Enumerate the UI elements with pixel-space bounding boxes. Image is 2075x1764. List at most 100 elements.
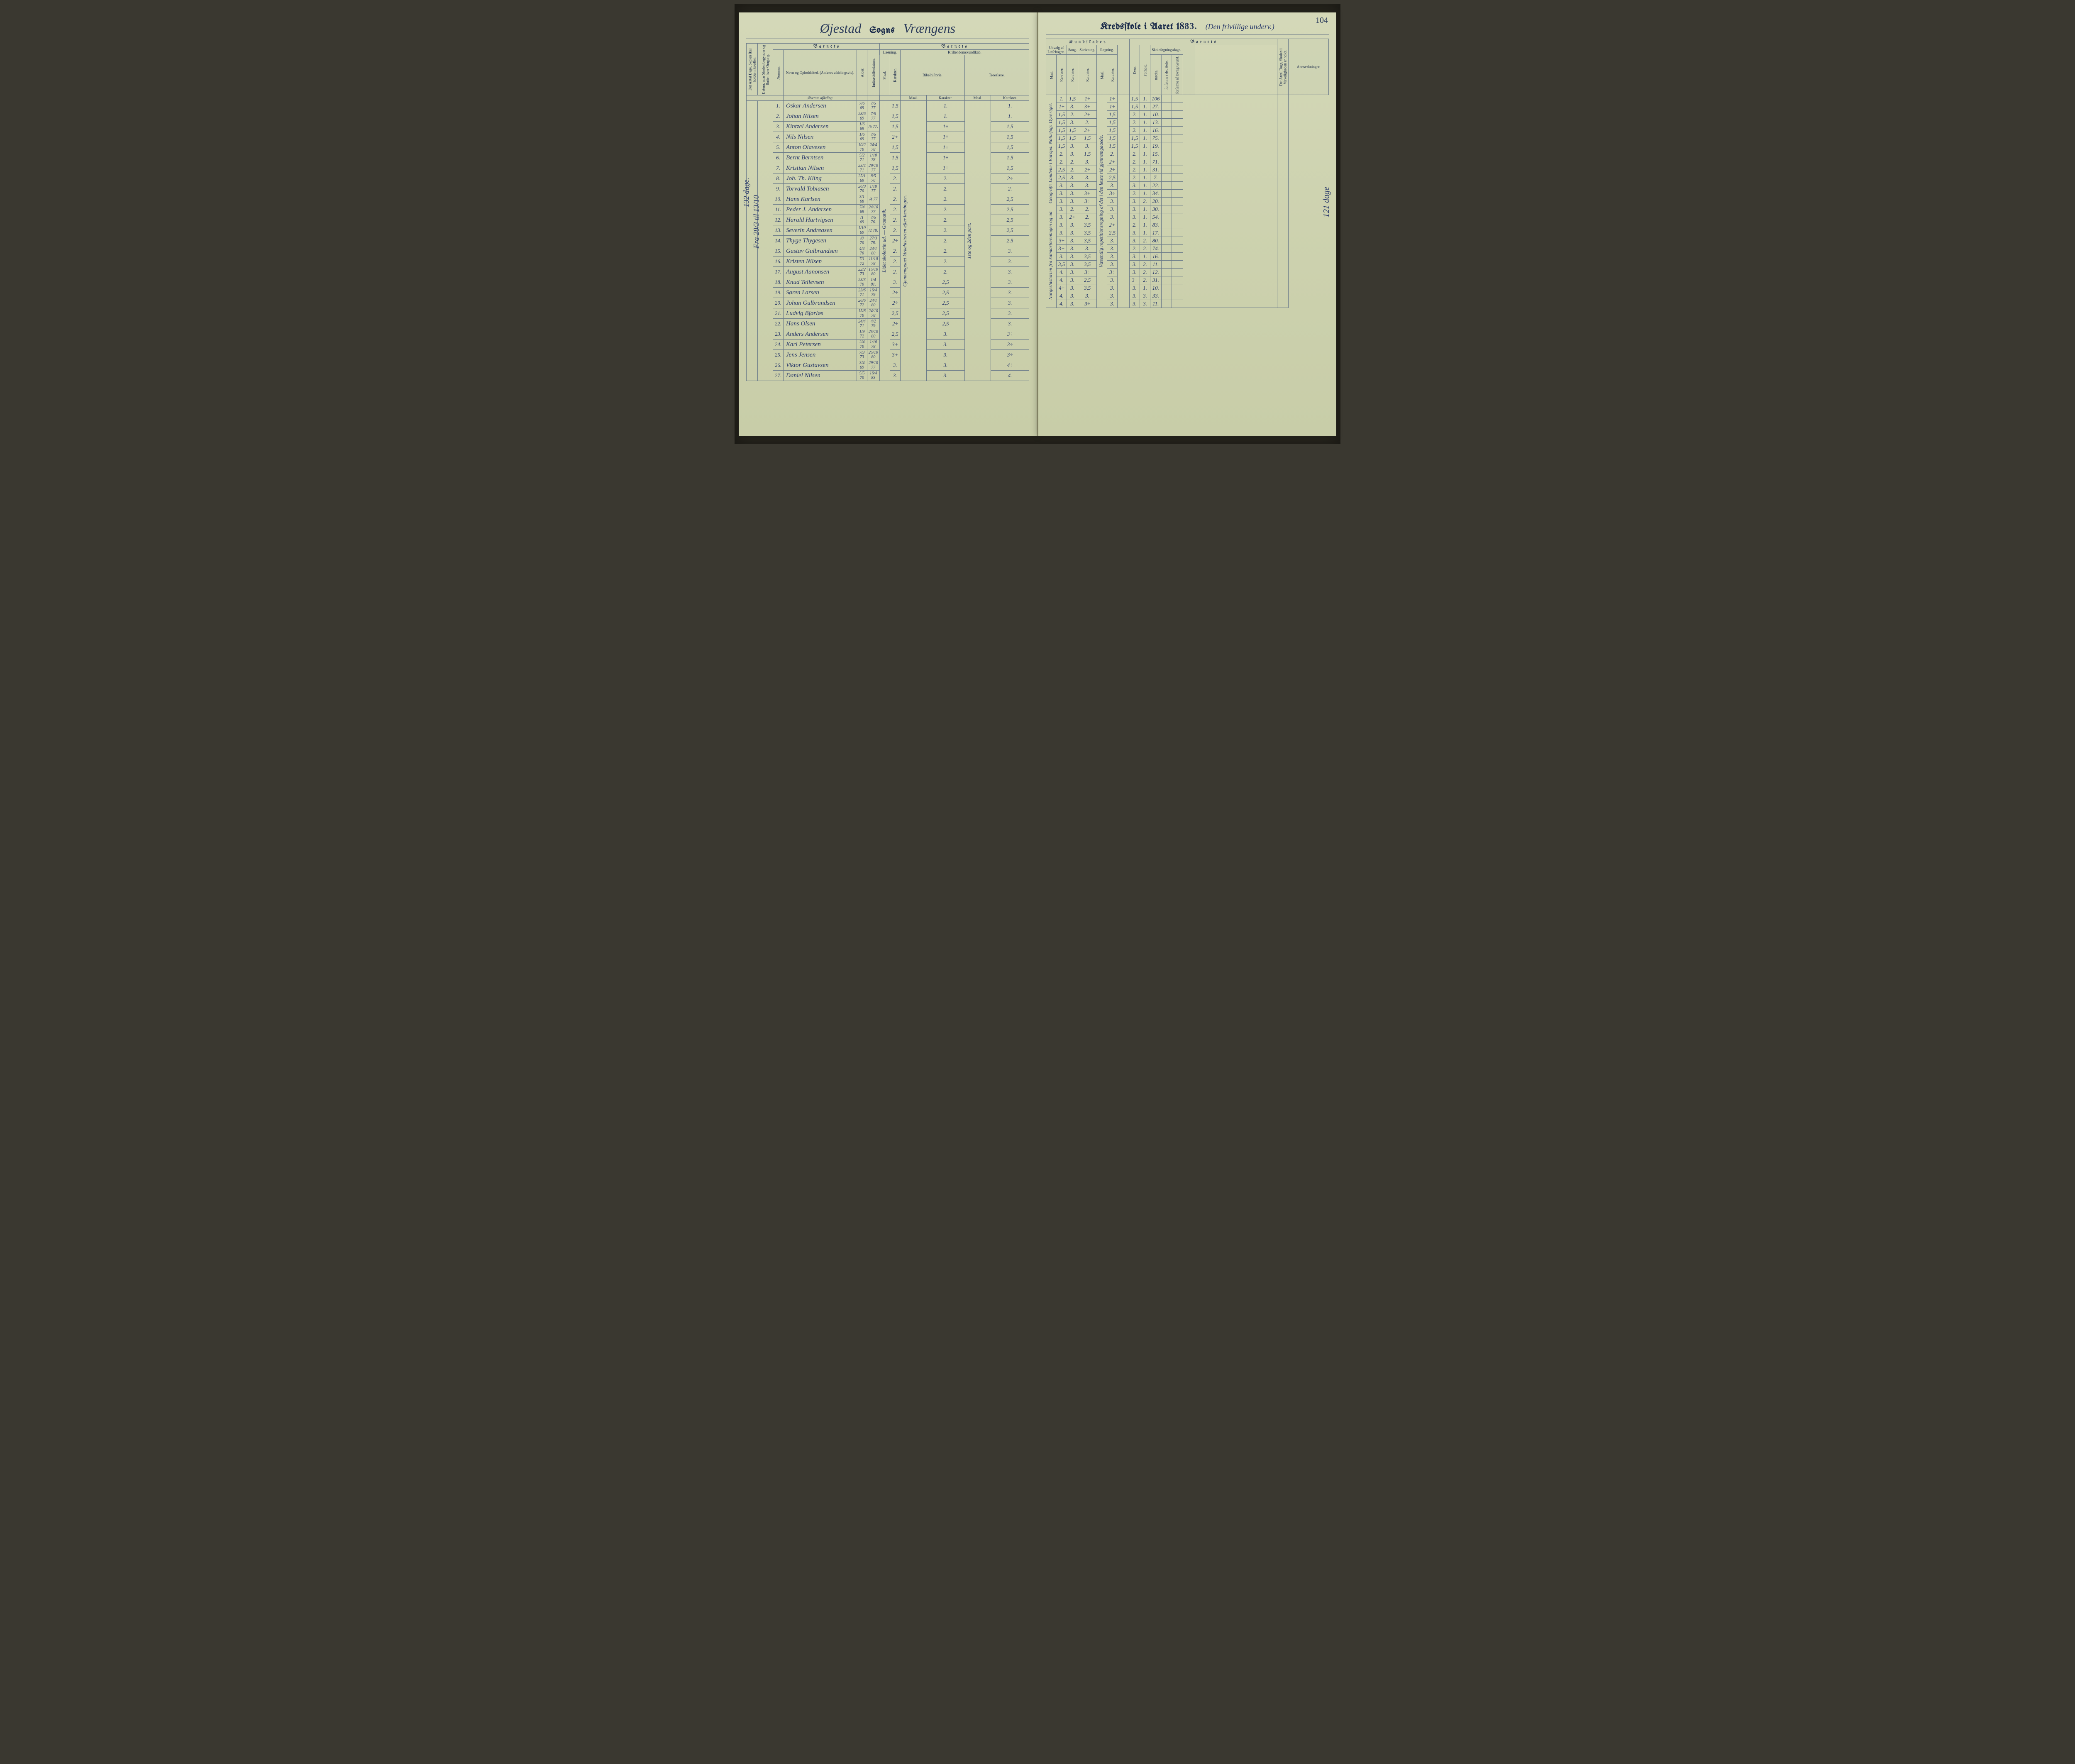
bibel-kar: 3. (927, 360, 965, 371)
sang-kar: 3. (1067, 284, 1078, 292)
forsomte2 (1172, 95, 1183, 103)
evne-val: 3. (1130, 213, 1140, 221)
modte-val: 17. (1150, 229, 1162, 237)
student-name: Hans Olsen (784, 319, 857, 329)
forsomte2 (1172, 245, 1183, 253)
sang-kar: 2. (1067, 111, 1078, 119)
forsomte2 (1172, 119, 1183, 127)
bibel-kar: 2,5 (927, 298, 965, 308)
troes-kar: 4. (991, 371, 1029, 381)
laesning-kar: 1,5 (890, 111, 900, 122)
row-number: 4. (773, 132, 784, 142)
troes-kar: 2,5 (991, 215, 1029, 225)
student-name: Oskar Andersen (784, 101, 857, 111)
skriv-kar: 2. (1078, 213, 1097, 221)
troes-note: 1ste og 2den part. (966, 223, 972, 259)
forsomte1 (1161, 284, 1172, 292)
student-name: Ludvig Bjørløs (784, 308, 857, 319)
age-date: 1/6 69 (857, 132, 867, 142)
header-note: (Den frivillige underv.) (1206, 22, 1274, 31)
skriv-kar: 2+ (1078, 111, 1097, 119)
forsomte1 (1161, 119, 1172, 127)
evne-val: 1,5 (1130, 95, 1140, 103)
troes-kar: 2,5 (991, 236, 1029, 246)
age-date: 23/6 71 (857, 288, 867, 298)
udvalg-kar: 3÷ (1057, 237, 1067, 245)
troes-kar: 3. (991, 319, 1029, 329)
forhold-val: 3. (1140, 300, 1150, 308)
laesning-kar: 2. (890, 225, 900, 236)
district-name: Vrængens (903, 21, 956, 36)
troes-kar: 1. (991, 101, 1029, 111)
troes-kar: 3. (991, 298, 1029, 308)
forsomte2 (1172, 103, 1183, 111)
regning-kar: 3. (1107, 284, 1118, 292)
age-date: 7/3 73 (857, 350, 867, 360)
row-number: 19. (773, 288, 784, 298)
modte-val: 74. (1150, 245, 1162, 253)
entry-date: 24/10 77 (867, 205, 880, 215)
laesning-kar: 2÷ (890, 236, 900, 246)
laesning-kar: 3+ (890, 340, 900, 350)
regning-kar: 3÷ (1107, 190, 1118, 198)
forsomte1 (1161, 127, 1172, 134)
troes-kar: 1,5 (991, 122, 1029, 132)
forsomte1 (1161, 229, 1172, 237)
sang-kar: 3. (1067, 221, 1078, 229)
forsomte1 (1161, 111, 1172, 119)
sang-kar: 3. (1067, 292, 1078, 300)
bibel-kar: 1. (927, 111, 965, 122)
skriv-kar: 3,5 (1078, 229, 1097, 237)
section-label: Øverste afdeling (784, 95, 857, 101)
evne-val: 2. (1130, 111, 1140, 119)
sang-kar: 3. (1067, 300, 1078, 308)
col-alder: Alder. (857, 50, 867, 95)
barnets-1: B a r n e t s (773, 44, 880, 50)
bibel-kar: 1÷ (927, 163, 965, 173)
forsomte2 (1172, 127, 1183, 134)
spacer (1118, 95, 1130, 308)
skriv-kar: 3+ (1078, 190, 1097, 198)
sang-kar: 2. (1067, 158, 1078, 166)
forsomte2 (1172, 253, 1183, 261)
udvalg-kar: 1÷ (1057, 103, 1067, 111)
modte-val: 80. (1150, 237, 1162, 245)
row-number: 10. (773, 194, 784, 205)
skriv-kar: 3,5 (1078, 261, 1097, 269)
sang-kar: 3. (1067, 103, 1078, 111)
udvalg-kar: 1,5 (1057, 127, 1067, 134)
laesning-kar: 2÷ (890, 288, 900, 298)
entry-date: 29/10 77 (867, 360, 880, 371)
forsomte2 (1172, 198, 1183, 205)
laesning-kar: 2+ (890, 132, 900, 142)
student-name: Johan Gulbrandsen (784, 298, 857, 308)
modte-val: 12. (1150, 269, 1162, 276)
troes-kar: 1. (991, 111, 1029, 122)
bibel-kar: 1÷ (927, 122, 965, 132)
forsomte2 (1172, 158, 1183, 166)
evne-val: 3. (1130, 284, 1140, 292)
forhold-val: 1. (1140, 213, 1150, 221)
modte-val: 16. (1150, 127, 1162, 134)
row-number: 21. (773, 308, 784, 319)
bibel-kar: 2. (927, 246, 965, 257)
col-sang: Sang. (1067, 45, 1078, 55)
laesning-kar: 2. (890, 267, 900, 277)
evne-val: 2. (1130, 158, 1140, 166)
student-name: Kintzel Andersen (784, 122, 857, 132)
skriv-kar: 3. (1078, 142, 1097, 150)
troes-kar: 2÷ (991, 173, 1029, 184)
modte-val: 15. (1150, 150, 1162, 158)
evne-val: 3. (1130, 261, 1140, 269)
forsomte1 (1161, 150, 1172, 158)
regning-kar: 1,5 (1107, 142, 1118, 150)
row-number: 24. (773, 340, 784, 350)
sang-kar: 1,5 (1067, 134, 1078, 142)
forsomte2 (1172, 284, 1183, 292)
student-name: Thyge Thygesen (784, 236, 857, 246)
forsomte2 (1172, 269, 1183, 276)
forsomte2 (1172, 205, 1183, 213)
evne-val: 3. (1130, 205, 1140, 213)
col-days: Det Antal Dage, Skolen ſkal holdes i Kre… (747, 44, 758, 95)
sang-kar: 3. (1067, 142, 1078, 150)
